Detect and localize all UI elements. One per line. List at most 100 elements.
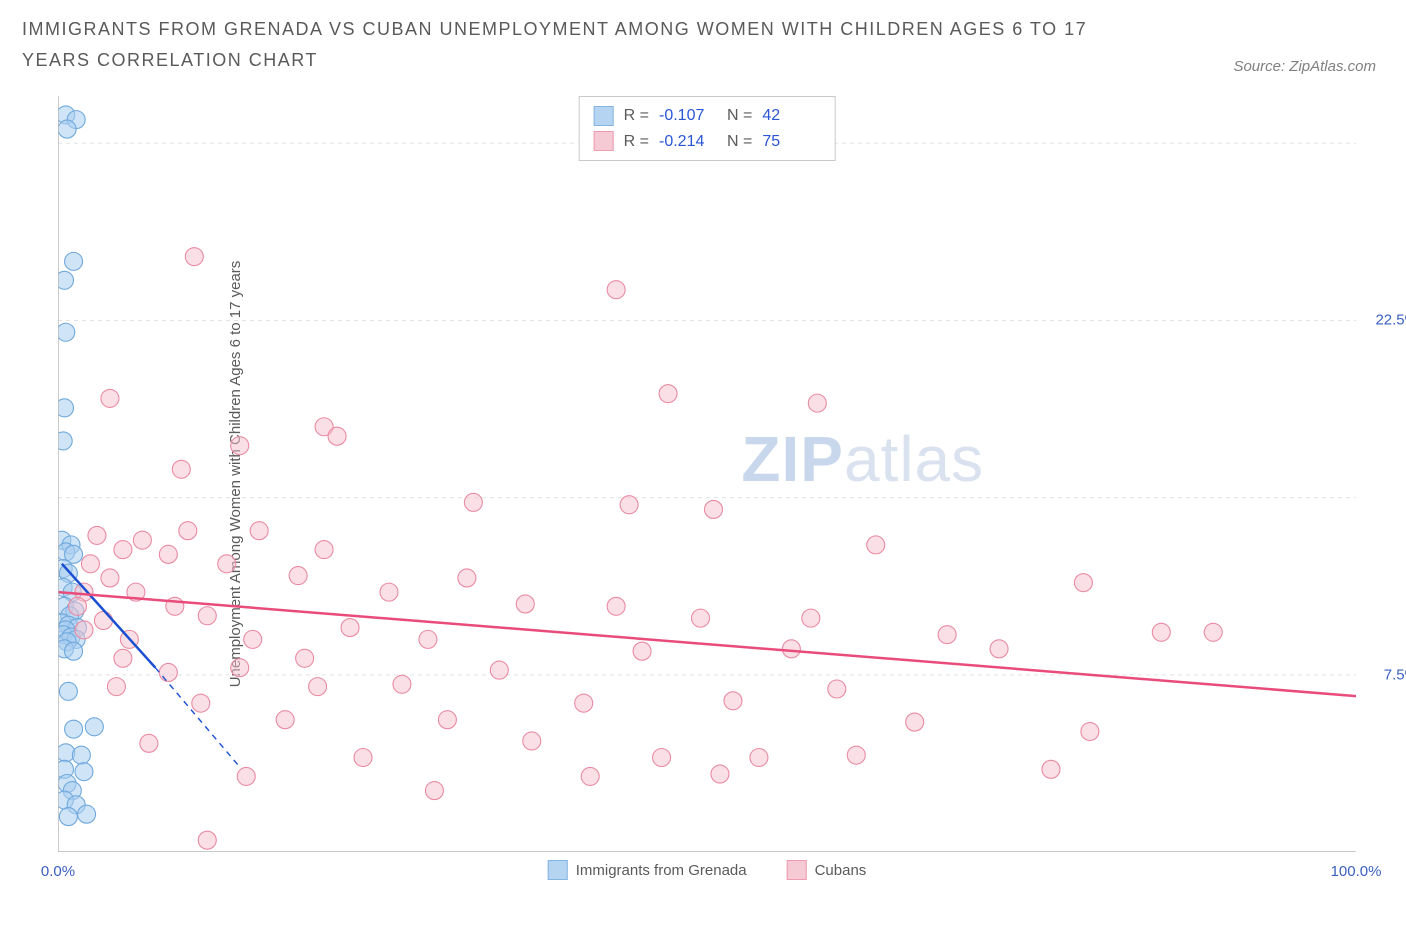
data-point — [179, 522, 197, 540]
data-point — [847, 746, 865, 764]
data-point — [88, 526, 106, 544]
chart-area: Unemployment Among Women with Children A… — [58, 96, 1356, 852]
legend-swatch — [548, 860, 568, 880]
data-point — [65, 252, 83, 270]
data-point — [198, 607, 216, 625]
data-point — [393, 675, 411, 693]
data-point — [185, 248, 203, 266]
legend-item: Immigrants from Grenada — [548, 860, 747, 880]
r-label: R = — [624, 103, 649, 129]
data-point — [159, 663, 177, 681]
legend-swatch — [594, 131, 614, 151]
r-label: R = — [624, 129, 649, 155]
data-point — [659, 385, 677, 403]
data-point — [231, 659, 249, 677]
data-point — [59, 682, 77, 700]
data-point — [1042, 760, 1060, 778]
data-point — [692, 609, 710, 627]
n-value: 42 — [762, 103, 820, 129]
data-point — [425, 782, 443, 800]
data-point — [159, 545, 177, 563]
data-point — [633, 642, 651, 660]
data-point — [438, 711, 456, 729]
trend-line-dash — [155, 668, 239, 767]
data-point — [59, 808, 77, 826]
data-point — [315, 541, 333, 559]
chart-title: IMMIGRANTS FROM GRENADA VS CUBAN UNEMPLO… — [22, 14, 1142, 75]
data-point — [75, 621, 93, 639]
n-label: N = — [727, 129, 752, 155]
data-point — [828, 680, 846, 698]
scatter-plot — [58, 96, 1356, 852]
legend-item: Cubans — [787, 860, 867, 880]
legend-swatch — [787, 860, 807, 880]
data-point — [250, 522, 268, 540]
data-point — [65, 720, 83, 738]
y-tick-label: 22.5% — [1375, 312, 1406, 329]
data-point — [575, 694, 593, 712]
data-point — [607, 281, 625, 299]
data-point — [140, 734, 158, 752]
data-point — [1152, 623, 1170, 641]
data-point — [114, 541, 132, 559]
series-legend: Immigrants from Grenada Cubans — [548, 860, 867, 880]
data-point — [114, 649, 132, 667]
data-point — [94, 611, 112, 629]
data-point — [101, 569, 119, 587]
data-point — [490, 661, 508, 679]
data-point — [1081, 723, 1099, 741]
data-point — [85, 718, 103, 736]
data-point — [1074, 574, 1092, 592]
x-tick-label: 0.0% — [41, 863, 75, 880]
data-point — [58, 323, 75, 341]
data-point — [808, 394, 826, 412]
data-point — [237, 767, 255, 785]
data-point — [218, 555, 236, 573]
data-point — [78, 805, 96, 823]
n-value: 75 — [762, 129, 820, 155]
data-point — [523, 732, 541, 750]
data-point — [711, 765, 729, 783]
data-point — [172, 460, 190, 478]
data-point — [58, 432, 72, 450]
data-point — [906, 713, 924, 731]
data-point — [68, 597, 86, 615]
legend-swatch — [594, 106, 614, 126]
data-point — [724, 692, 742, 710]
r-value: -0.107 — [659, 103, 717, 129]
data-point — [704, 500, 722, 518]
data-point — [58, 399, 73, 417]
corr-legend-row: R = -0.214 N = 75 — [594, 129, 821, 155]
data-point — [782, 640, 800, 658]
data-point — [620, 496, 638, 514]
data-point — [653, 749, 671, 767]
corr-legend-row: R = -0.107 N = 42 — [594, 103, 821, 129]
data-point — [802, 609, 820, 627]
data-point — [990, 640, 1008, 658]
data-point — [607, 597, 625, 615]
data-point — [296, 649, 314, 667]
y-tick-label: 7.5% — [1384, 666, 1406, 683]
data-point — [581, 767, 599, 785]
source-attribution: Source: ZipAtlas.com — [1233, 58, 1376, 75]
data-point — [81, 555, 99, 573]
data-point — [198, 831, 216, 849]
x-tick-label: 100.0% — [1331, 863, 1382, 880]
data-point — [516, 595, 534, 613]
data-point — [58, 271, 73, 289]
data-point — [75, 763, 93, 781]
data-point — [309, 678, 327, 696]
data-point — [107, 678, 125, 696]
data-point — [244, 630, 262, 648]
data-point — [101, 389, 119, 407]
legend-label: Cubans — [815, 862, 867, 879]
data-point — [133, 531, 151, 549]
data-point — [341, 619, 359, 637]
r-value: -0.214 — [659, 129, 717, 155]
data-point — [276, 711, 294, 729]
data-point — [380, 583, 398, 601]
data-point — [65, 642, 83, 660]
data-point — [354, 749, 372, 767]
n-label: N = — [727, 103, 752, 129]
legend-label: Immigrants from Grenada — [576, 862, 747, 879]
